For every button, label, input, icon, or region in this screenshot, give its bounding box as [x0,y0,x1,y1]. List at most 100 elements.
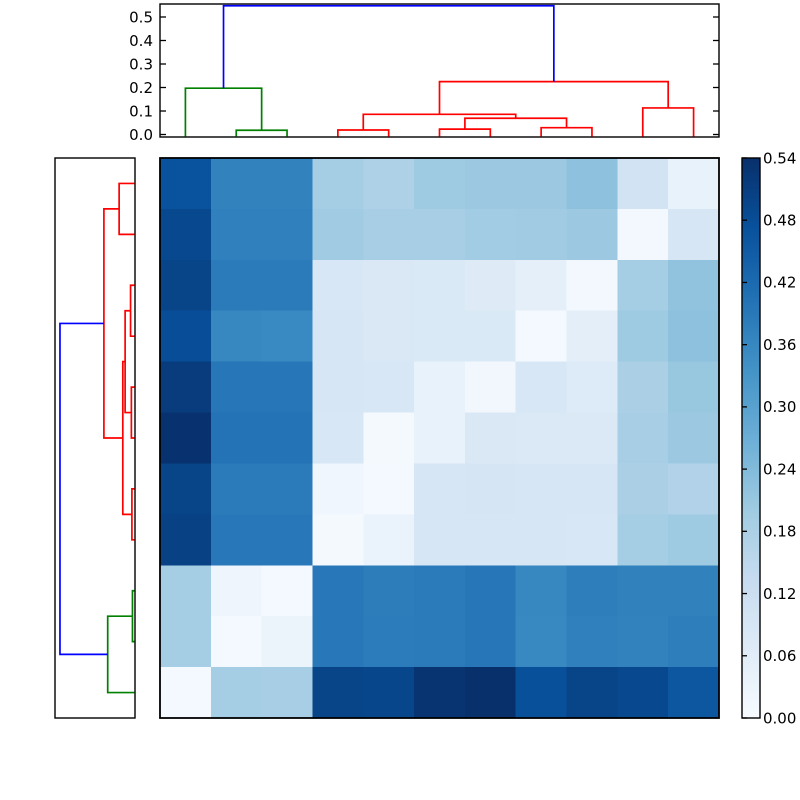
axis-tick-label: 0.0 [129,126,153,144]
heatmap-cell [566,667,619,718]
heatmap-cell [668,158,719,210]
column-dendrogram-link [337,129,390,137]
heatmap-border [159,157,720,719]
heatmap-cell [160,158,212,210]
heatmap-cell [160,616,212,668]
colorbar-gradient [742,158,760,718]
axis-tick-label: 0.1 [129,102,153,120]
heatmap-cell [414,208,466,261]
colorbar-tick-label: 0.06 [763,647,796,665]
heatmap-cell [464,514,517,566]
heatmap-cell [160,259,212,312]
heatmap-cell [668,667,719,718]
heatmap-cell [414,361,466,414]
heatmap-cell [363,412,415,465]
heatmap-cell [515,259,568,312]
heatmap-cell [363,259,415,312]
heatmap-cell [515,463,568,516]
heatmap-cell [210,565,263,617]
heatmap-cell [668,616,719,668]
heatmap-cell [668,514,719,566]
heatmap-cell [414,463,466,516]
row-dendrogram-link [131,589,135,643]
axis-tick-label: 0.3 [129,55,153,73]
heatmap-cell [617,463,669,516]
heatmap-cell [363,361,415,414]
heatmap-cell [261,412,314,465]
column-dendrogram-link [235,129,288,137]
row-dendrogram-link [118,182,135,236]
heatmap-cell [464,158,517,210]
heatmap-cell [312,514,364,566]
heatmap-cell [668,361,719,414]
heatmap-cell [160,310,212,363]
heatmap-cell [464,616,517,668]
heatmap-cell [668,463,719,516]
heatmap-cell [312,565,364,617]
heatmap-cell [464,412,517,465]
heatmap-cell [515,361,568,414]
heatmap-cell [464,310,517,363]
heatmap-cell [566,310,619,363]
heatmap-cell [261,310,314,363]
heatmap-cell [363,565,415,617]
colorbar-border [741,157,761,719]
heatmap-cell [515,412,568,465]
heatmap-cell [566,463,619,516]
heatmap-cell [261,208,314,261]
column-dendrogram-link [184,87,263,137]
heatmap-cell [210,412,263,465]
column-dendrogram-link [438,80,670,115]
heatmap-cell [363,514,415,566]
row-dendrogram-link [106,615,135,694]
heatmap-cell [414,514,466,566]
heatmap-cell [160,463,212,516]
heatmap-cell [515,565,568,617]
heatmap-cell [210,616,263,668]
axis-tick-label: 0.5 [129,8,153,26]
heatmap-cell [160,208,212,261]
heatmap-cell [160,565,212,617]
colorbar-tick-label: 0.24 [763,460,796,478]
axis-tick-label: 0.2 [129,79,153,97]
colorbar-tick-label: 0.36 [763,336,796,354]
heatmap-cell [312,361,364,414]
heatmap-cell [261,158,314,210]
heatmap-cell [312,667,364,718]
heatmap-cell [210,259,263,312]
colorbar-tick-label: 0.42 [763,274,796,292]
heatmap-cell [210,667,263,718]
axis-tick-label: 0.4 [129,32,153,50]
heatmap-cell [414,616,466,668]
heatmap-cell [363,616,415,668]
heatmap-cell [464,565,517,617]
heatmap-cell [261,616,314,668]
heatmap-cell [160,412,212,465]
colorbar-tick-label: 0.30 [763,398,796,416]
heatmap-cell [617,667,669,718]
heatmap-cell [464,667,517,718]
heatmap-cell [464,259,517,312]
column-dendrogram-link [438,128,492,137]
colorbar: 0.00 0.06 0.12 0.18 0.24 0.30 0.36 0.42 0.48 0.54 [741,149,796,727]
heatmap-cell [261,463,314,516]
heatmap-cell [160,667,212,718]
heatmap-cell [414,565,466,617]
colorbar-tick-label: 0.48 [763,211,796,229]
heatmap-cell [668,208,719,261]
heatmap-cell [617,158,669,210]
heatmap-cell [515,667,568,718]
row-dendrogram-panel [54,157,136,719]
heatmap-cell [312,259,364,312]
heatmap-cell [668,259,719,312]
heatmap-cell [312,310,364,363]
heatmap-cell [617,208,669,261]
heatmap-cell [617,514,669,566]
heatmap-cell [617,412,669,465]
heatmap-cell [515,208,568,261]
heatmap-cell [515,514,568,566]
column-dendrogram-panel: 0.0 0.1 0.2 0.3 0.4 0.5 [129,3,720,144]
heatmap-cell [566,158,619,210]
heatmap-cell [210,361,263,414]
column-dendrogram-link [362,113,517,131]
